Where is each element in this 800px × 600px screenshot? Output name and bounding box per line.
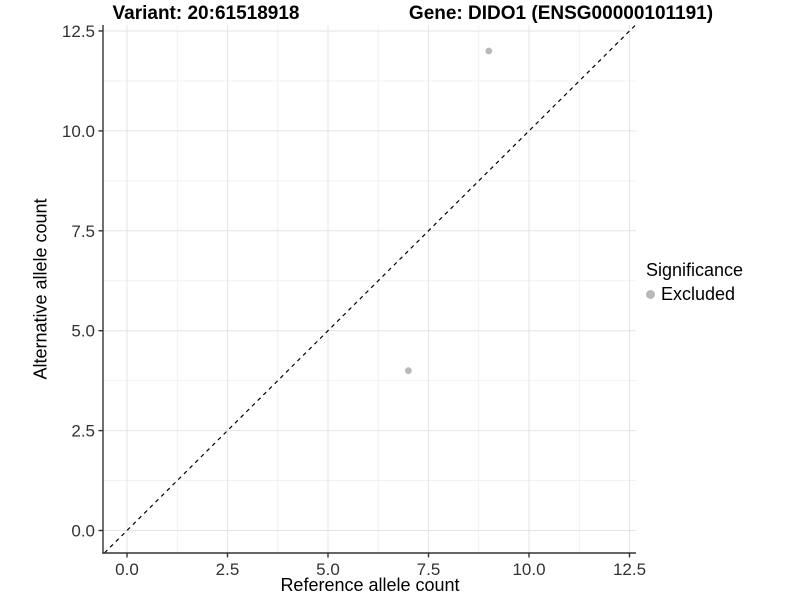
y-tick-label: 12.5 [62,22,95,41]
x-tick-label: 5.0 [316,560,340,579]
y-tick-label: 10.0 [62,122,95,141]
y-tick-label: 5.0 [71,322,95,341]
y-axis-title: Alternative allele count [30,198,51,380]
data-point [405,367,412,375]
data-point [485,47,493,55]
legend-item-label: Excluded [661,284,736,304]
x-tick-label: 10.0 [512,560,545,579]
legend-item: Excluded [646,284,743,305]
x-tick-label: 7.5 [417,560,441,579]
x-tick-label: 12.5 [613,560,646,579]
legend-title: Significance [646,260,744,280]
x-tick-label: 0.0 [115,560,139,579]
legend: Significance Excluded [646,258,743,305]
plot-title-gene: Gene: DIDO1 (ENSG00000101191) [408,3,714,24]
identity-reference-line [104,24,636,554]
plot-title-variant: Variant: 20:61518918 [112,3,300,24]
legend-marker-icon [646,290,655,299]
x-axis-title: Reference allele count [280,575,460,595]
x-tick-label: 2.5 [216,560,240,579]
y-tick-label: 0.0 [71,522,95,541]
y-tick-label: 7.5 [71,222,95,241]
legend-items: Excluded [646,284,743,305]
y-tick-label: 2.5 [71,422,95,441]
